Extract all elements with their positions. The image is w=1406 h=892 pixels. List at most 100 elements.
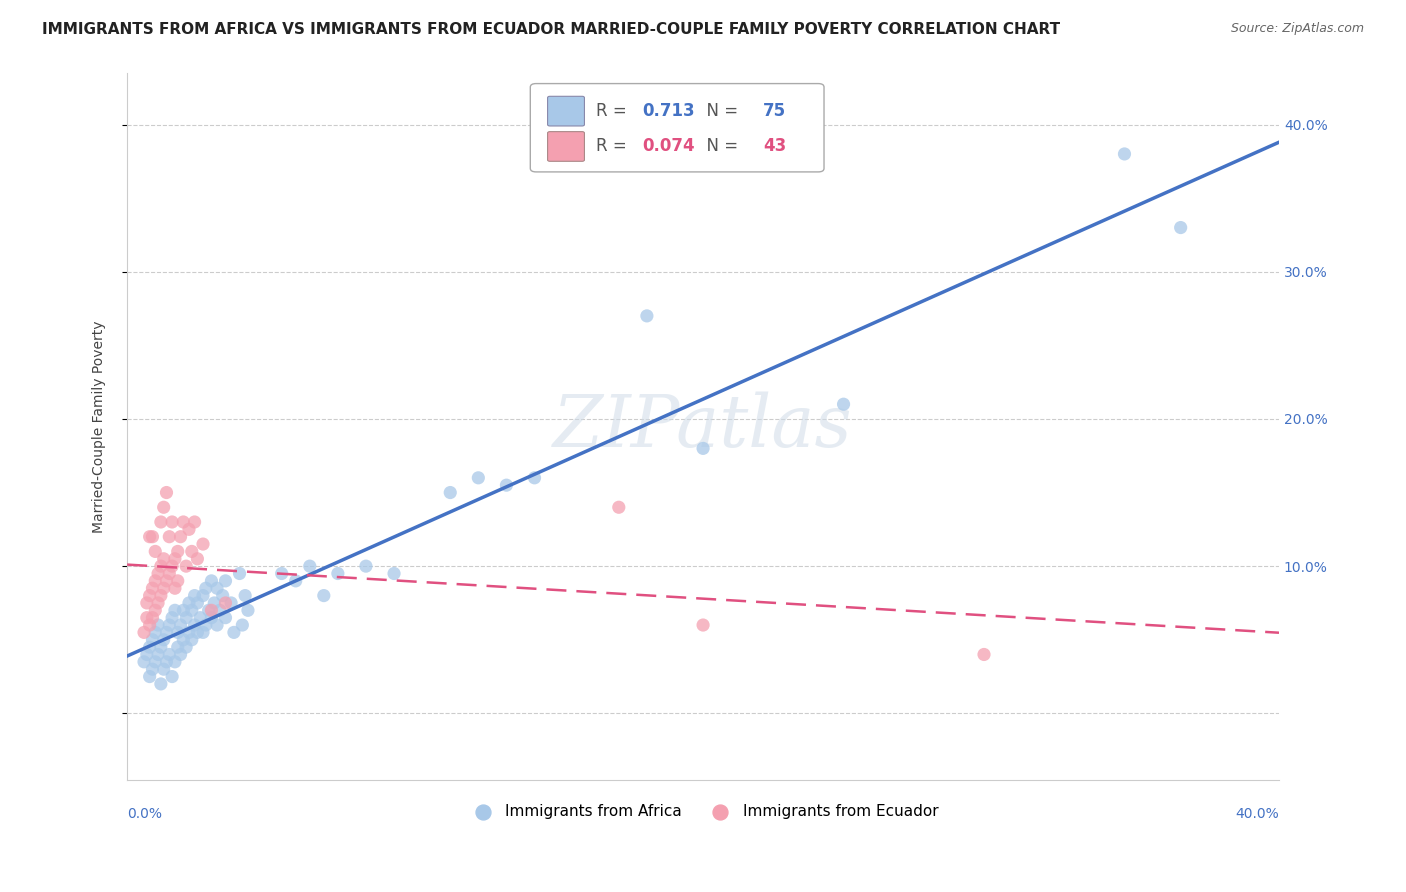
Point	[138, 618, 160, 632]
Text: 0.0%: 0.0%	[127, 807, 162, 822]
Point	[149, 515, 172, 529]
Point	[157, 618, 180, 632]
Point	[180, 544, 202, 558]
Point	[205, 618, 228, 632]
Point	[172, 603, 194, 617]
Point	[138, 589, 160, 603]
Point	[1114, 147, 1136, 161]
Point	[214, 574, 236, 588]
FancyBboxPatch shape	[530, 84, 824, 172]
Point	[439, 485, 461, 500]
Point	[166, 640, 188, 654]
Point	[200, 603, 222, 617]
Point	[155, 655, 177, 669]
Point	[202, 596, 225, 610]
Point	[194, 581, 217, 595]
Point	[174, 559, 197, 574]
Point	[149, 559, 172, 574]
Point	[208, 603, 231, 617]
Point	[146, 618, 169, 632]
Point	[166, 625, 188, 640]
Point	[152, 632, 174, 647]
Point	[186, 596, 208, 610]
Point	[636, 309, 658, 323]
Point	[143, 574, 166, 588]
Point	[197, 603, 219, 617]
Point	[177, 596, 200, 610]
Point	[312, 589, 335, 603]
Point	[523, 471, 546, 485]
Point	[228, 566, 250, 581]
Point	[467, 471, 489, 485]
Point	[183, 589, 205, 603]
Point	[152, 500, 174, 515]
Point	[200, 574, 222, 588]
Point	[166, 544, 188, 558]
Text: IMMIGRANTS FROM AFRICA VS IMMIGRANTS FROM ECUADOR MARRIED-COUPLE FAMILY POVERTY : IMMIGRANTS FROM AFRICA VS IMMIGRANTS FRO…	[42, 22, 1060, 37]
Text: 43: 43	[763, 137, 786, 155]
Point	[172, 515, 194, 529]
Point	[155, 485, 177, 500]
Point	[231, 618, 253, 632]
Text: 0.713: 0.713	[643, 103, 695, 120]
Point	[177, 522, 200, 536]
Point	[146, 648, 169, 662]
Point	[141, 610, 163, 624]
Point	[160, 515, 183, 529]
Point	[135, 610, 157, 624]
Text: N =: N =	[696, 103, 744, 120]
FancyBboxPatch shape	[547, 96, 585, 126]
Point	[138, 640, 160, 654]
Point	[143, 655, 166, 669]
Point	[284, 574, 307, 588]
Point	[143, 544, 166, 558]
Point	[141, 581, 163, 595]
Point	[160, 669, 183, 683]
Point	[135, 596, 157, 610]
Point	[169, 648, 191, 662]
Point	[163, 581, 186, 595]
Point	[205, 581, 228, 595]
Point	[233, 589, 256, 603]
Point	[135, 648, 157, 662]
Point	[188, 610, 211, 624]
Point	[160, 610, 183, 624]
Point	[692, 618, 714, 632]
Point	[607, 500, 630, 515]
Point	[132, 655, 155, 669]
Point	[174, 640, 197, 654]
Point	[155, 574, 177, 588]
Point	[270, 566, 292, 581]
Point	[326, 566, 349, 581]
Text: 75: 75	[763, 103, 786, 120]
Point	[160, 559, 183, 574]
Point	[495, 478, 517, 492]
Point	[169, 618, 191, 632]
Point	[163, 603, 186, 617]
Point	[214, 596, 236, 610]
Text: 40.0%: 40.0%	[1236, 807, 1279, 822]
Point	[169, 530, 191, 544]
Point	[200, 610, 222, 624]
Text: Source: ZipAtlas.com: Source: ZipAtlas.com	[1230, 22, 1364, 36]
Point	[146, 566, 169, 581]
Point	[141, 530, 163, 544]
Point	[143, 603, 166, 617]
Point	[219, 596, 242, 610]
Point	[143, 625, 166, 640]
Point	[166, 574, 188, 588]
Point	[152, 551, 174, 566]
Point	[382, 566, 405, 581]
Point	[222, 625, 245, 640]
FancyBboxPatch shape	[547, 132, 585, 161]
Point	[354, 559, 377, 574]
Y-axis label: Married-Couple Family Poverty: Married-Couple Family Poverty	[93, 320, 107, 533]
Point	[149, 589, 172, 603]
Point	[152, 662, 174, 676]
Text: 0.074: 0.074	[643, 137, 695, 155]
Point	[183, 515, 205, 529]
Point	[177, 625, 200, 640]
Point	[211, 589, 233, 603]
Legend: Immigrants from Africa, Immigrants from Ecuador: Immigrants from Africa, Immigrants from …	[461, 797, 945, 825]
Point	[172, 632, 194, 647]
